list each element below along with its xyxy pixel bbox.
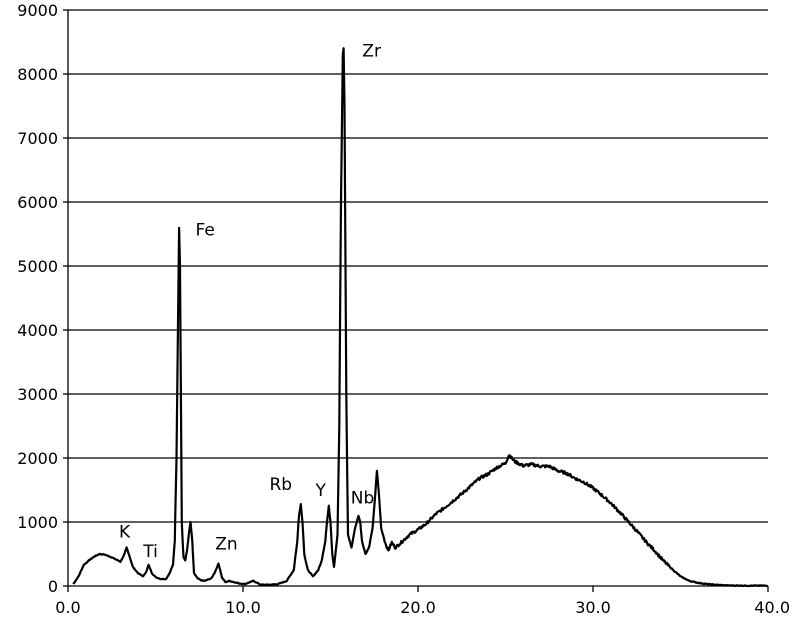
y-tick-label: 0 bbox=[48, 577, 58, 596]
x-tick-label: 40.0 bbox=[754, 598, 790, 617]
x-tick-label: 10.0 bbox=[225, 598, 261, 617]
peak-label-ti: Ti bbox=[142, 542, 158, 562]
peak-label-zn: Zn bbox=[215, 535, 237, 555]
peak-label-nb: Nb bbox=[351, 489, 375, 509]
peak-label-fe: Fe bbox=[195, 221, 214, 241]
y-tick-label: 7000 bbox=[17, 129, 58, 148]
gridlines bbox=[68, 9, 768, 523]
y-tick-label: 2000 bbox=[17, 449, 58, 468]
peak-label-rb: Rb bbox=[269, 475, 292, 495]
peak-labels: K Ti Fe Zn Rb Y Nb Zr bbox=[119, 41, 381, 561]
spectrum-line bbox=[72, 47, 769, 588]
x-tick-label: 30.0 bbox=[575, 598, 611, 617]
peak-label-y: Y bbox=[315, 481, 327, 501]
y-tick-label: 5000 bbox=[17, 257, 58, 276]
y-tick-label: 3000 bbox=[17, 385, 58, 404]
x-tick-label: 20.0 bbox=[400, 598, 436, 617]
y-tick-label: 4000 bbox=[17, 321, 58, 340]
y-tick-label: 8000 bbox=[17, 65, 58, 84]
y-tick-label: 1000 bbox=[17, 513, 58, 532]
tick-labels: 0 1000 2000 3000 4000 5000 6000 7000 8000 9000 0.0… bbox=[17, 1, 790, 617]
x-tick-label: 0.0 bbox=[55, 598, 80, 617]
peak-label-zr: Zr bbox=[362, 41, 381, 61]
y-tick-label: 9000 bbox=[17, 1, 58, 20]
axes bbox=[67, 10, 768, 587]
peak-label-k: K bbox=[119, 523, 131, 543]
y-tick-label: 6000 bbox=[17, 193, 58, 212]
